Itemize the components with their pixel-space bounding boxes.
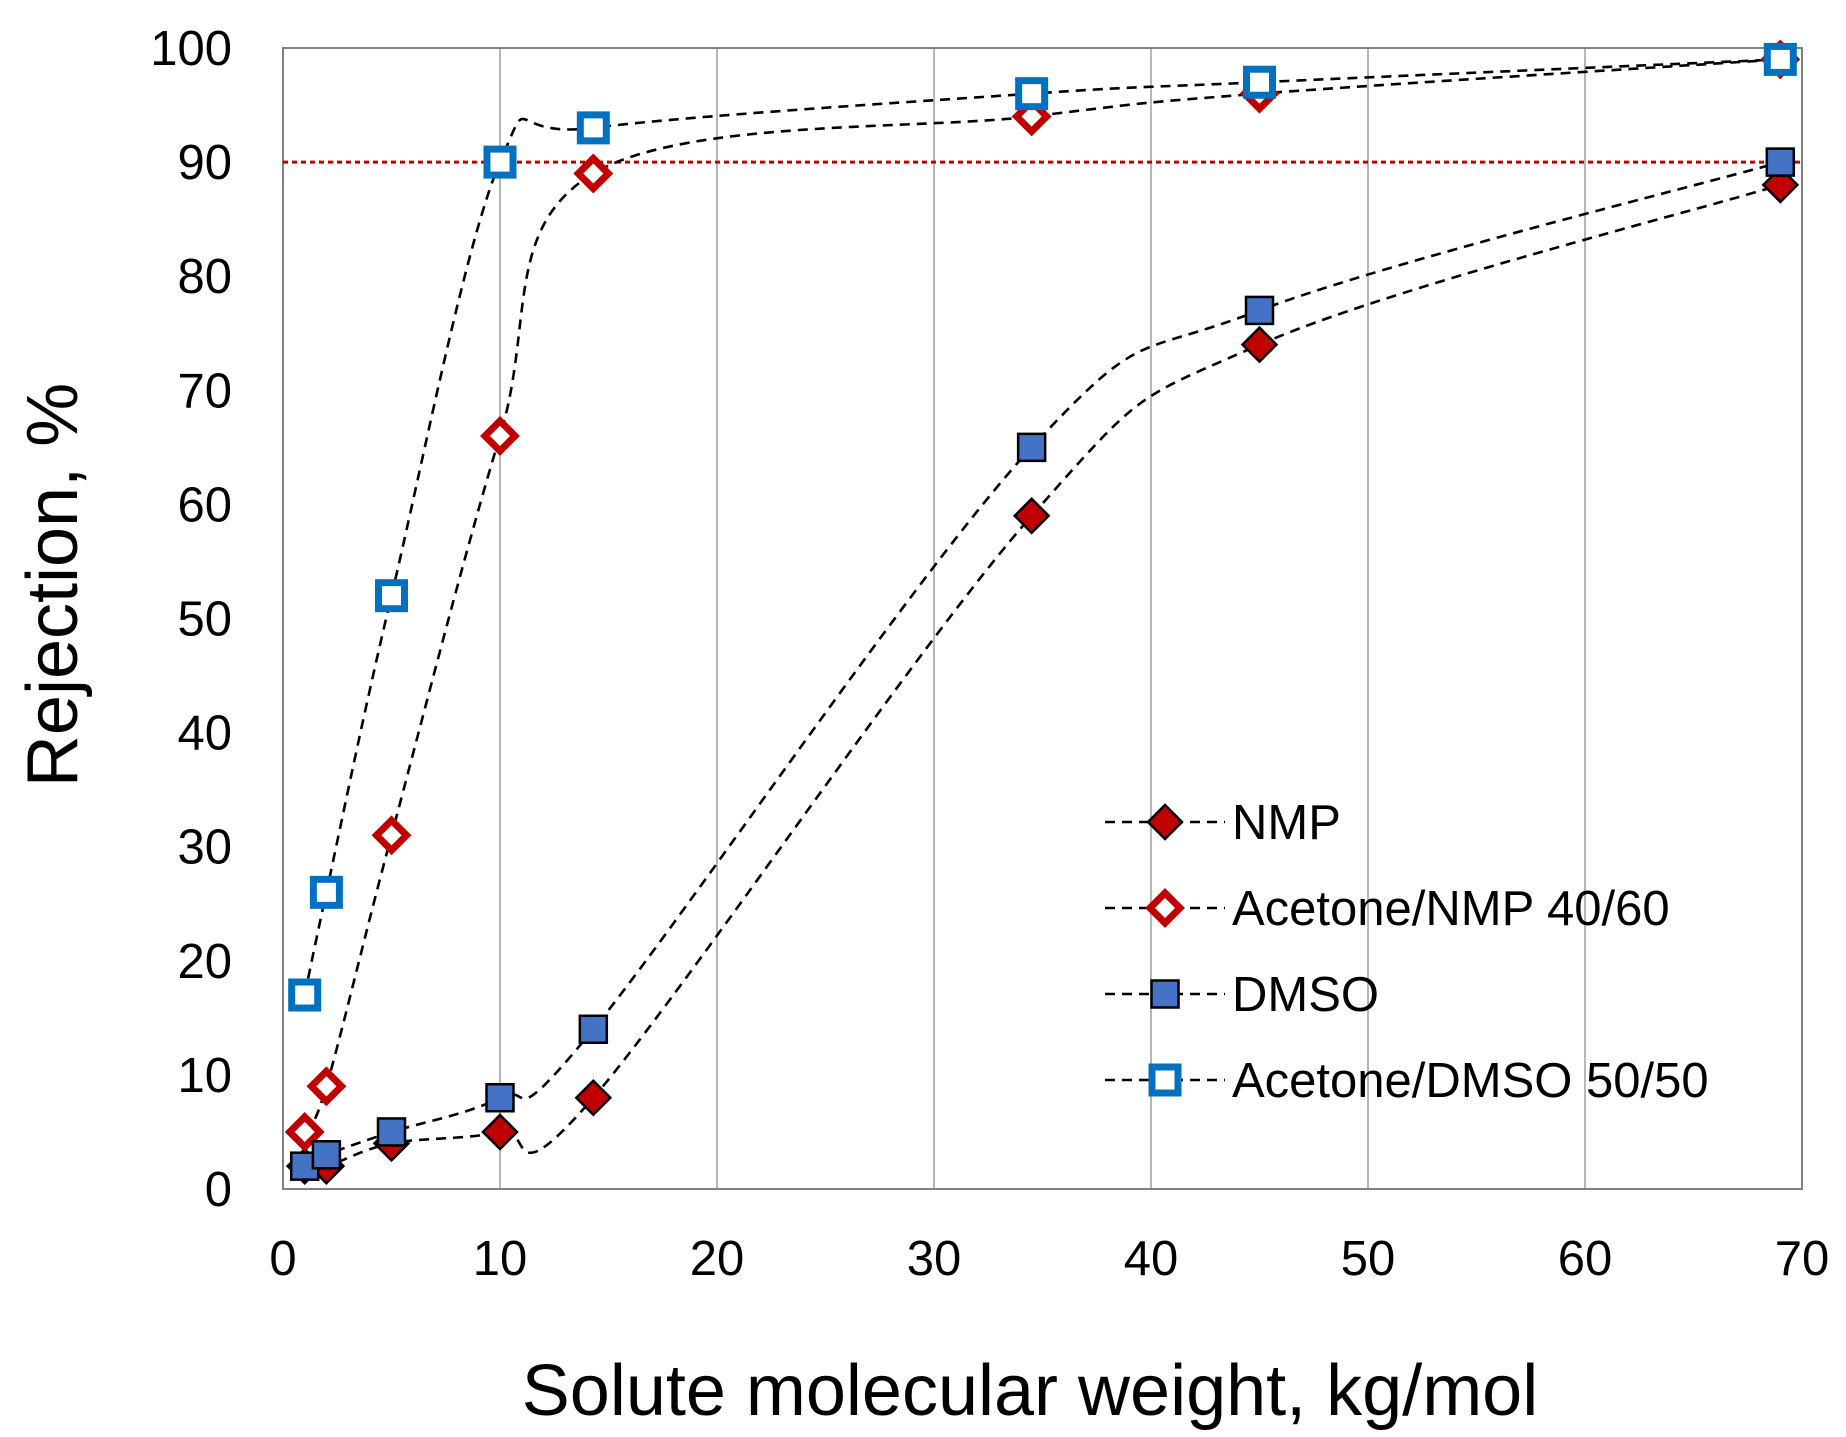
legend: NMP Acetone/NMP 40/60 DMSO Acetone/DMSO 50/…	[1105, 796, 1709, 1108]
x-tick-label-60: 60	[1558, 1232, 1613, 1286]
point-acetone-dmso-50-50-5	[1015, 77, 1049, 111]
series-markers	[284, 39, 1801, 1185]
y-tick-label-60: 60	[177, 478, 232, 532]
plot-area	[282, 47, 1803, 1190]
point-acetone-dmso-50-50-0	[288, 978, 322, 1012]
point-nmp-5	[1012, 497, 1051, 535]
series-line-acetone-dmso-50-50	[303, 58, 1781, 996]
x-tick-label-50: 50	[1341, 1232, 1396, 1286]
point-nmp-6	[1240, 325, 1279, 364]
y-tick-label-0: 0	[205, 1163, 232, 1217]
series-line-nmp	[304, 183, 1781, 1170]
point-dmso-6	[1244, 295, 1275, 326]
x-axis-title: Solute molecular weight, kg/mol	[522, 1351, 1538, 1431]
point-acetone-dmso-50-50-1	[309, 875, 343, 909]
y-tick-label-90: 90	[177, 136, 232, 190]
y-tick-label-50: 50	[177, 593, 232, 647]
point-dmso-2	[376, 1117, 407, 1147]
y-tick-label-80: 80	[177, 250, 232, 304]
legend-label-nmp: NMP	[1232, 796, 1341, 850]
y-tick-label-70: 70	[177, 364, 232, 418]
point-acetone-dmso-50-50-2	[375, 579, 408, 613]
point-acetone-nmp-40-60-1	[306, 1066, 347, 1107]
point-acetone-nmp-40-60-4	[573, 153, 614, 194]
point-dmso-7	[1765, 147, 1796, 177]
point-nmp-3	[481, 1113, 519, 1151]
legend-marker-dmso	[1150, 979, 1180, 1009]
point-dmso-1	[311, 1140, 342, 1170]
x-tick-label-0: 0	[269, 1232, 296, 1286]
legend-marker-acetone-dmso-50-50	[1148, 1063, 1182, 1097]
legend-label-acetone-dmso-50-50: Acetone/DMSO 50/50	[1232, 1054, 1709, 1108]
x-tick-label-20: 20	[690, 1232, 745, 1286]
point-dmso-3	[485, 1082, 515, 1113]
point-acetone-nmp-40-60-3	[480, 415, 520, 456]
point-dmso-4	[578, 1014, 609, 1045]
y-tick-labels: 0 10 20 30 40 50 60 70 80 90 100	[150, 22, 232, 1217]
x-tick-label-10: 10	[473, 1232, 528, 1286]
point-nmp-4	[574, 1078, 613, 1117]
x-tick-label-70: 70	[1775, 1232, 1830, 1286]
y-tick-label-10: 10	[177, 1049, 232, 1103]
y-tick-label-40: 40	[177, 707, 232, 761]
series-line-dmso	[304, 160, 1781, 1168]
point-dmso-5	[1016, 432, 1047, 463]
legend-label-dmso: DMSO	[1232, 968, 1379, 1022]
y-tick-label-30: 30	[177, 821, 232, 875]
x-tick-label-30: 30	[907, 1232, 962, 1286]
point-acetone-dmso-50-50-6	[1243, 65, 1276, 99]
point-acetone-dmso-50-50-7	[1763, 42, 1797, 76]
series-line-acetone-nmp-40-60	[303, 58, 1781, 1133]
legend-marker-acetone-nmp-40-60	[1145, 888, 1185, 928]
grid	[499, 48, 1586, 1189]
legend-label-acetone-nmp-40-60: Acetone/NMP 40/60	[1232, 882, 1670, 936]
x-tick-label-40: 40	[1124, 1232, 1179, 1286]
legend-marker-nmp	[1146, 803, 1184, 841]
point-acetone-dmso-50-50-3	[483, 145, 517, 179]
series-lines	[303, 58, 1781, 1170]
point-acetone-nmp-40-60-0	[284, 1112, 325, 1152]
x-tick-labels: 0 10 20 30 40 50 60 70	[269, 1232, 1829, 1286]
point-acetone-nmp-40-60-2	[371, 815, 412, 856]
y-tick-label-20: 20	[177, 935, 232, 989]
y-axis-title: Rejection, %	[13, 383, 93, 787]
y-tick-label-100: 100	[150, 22, 232, 76]
point-acetone-dmso-50-50-4	[576, 111, 610, 145]
